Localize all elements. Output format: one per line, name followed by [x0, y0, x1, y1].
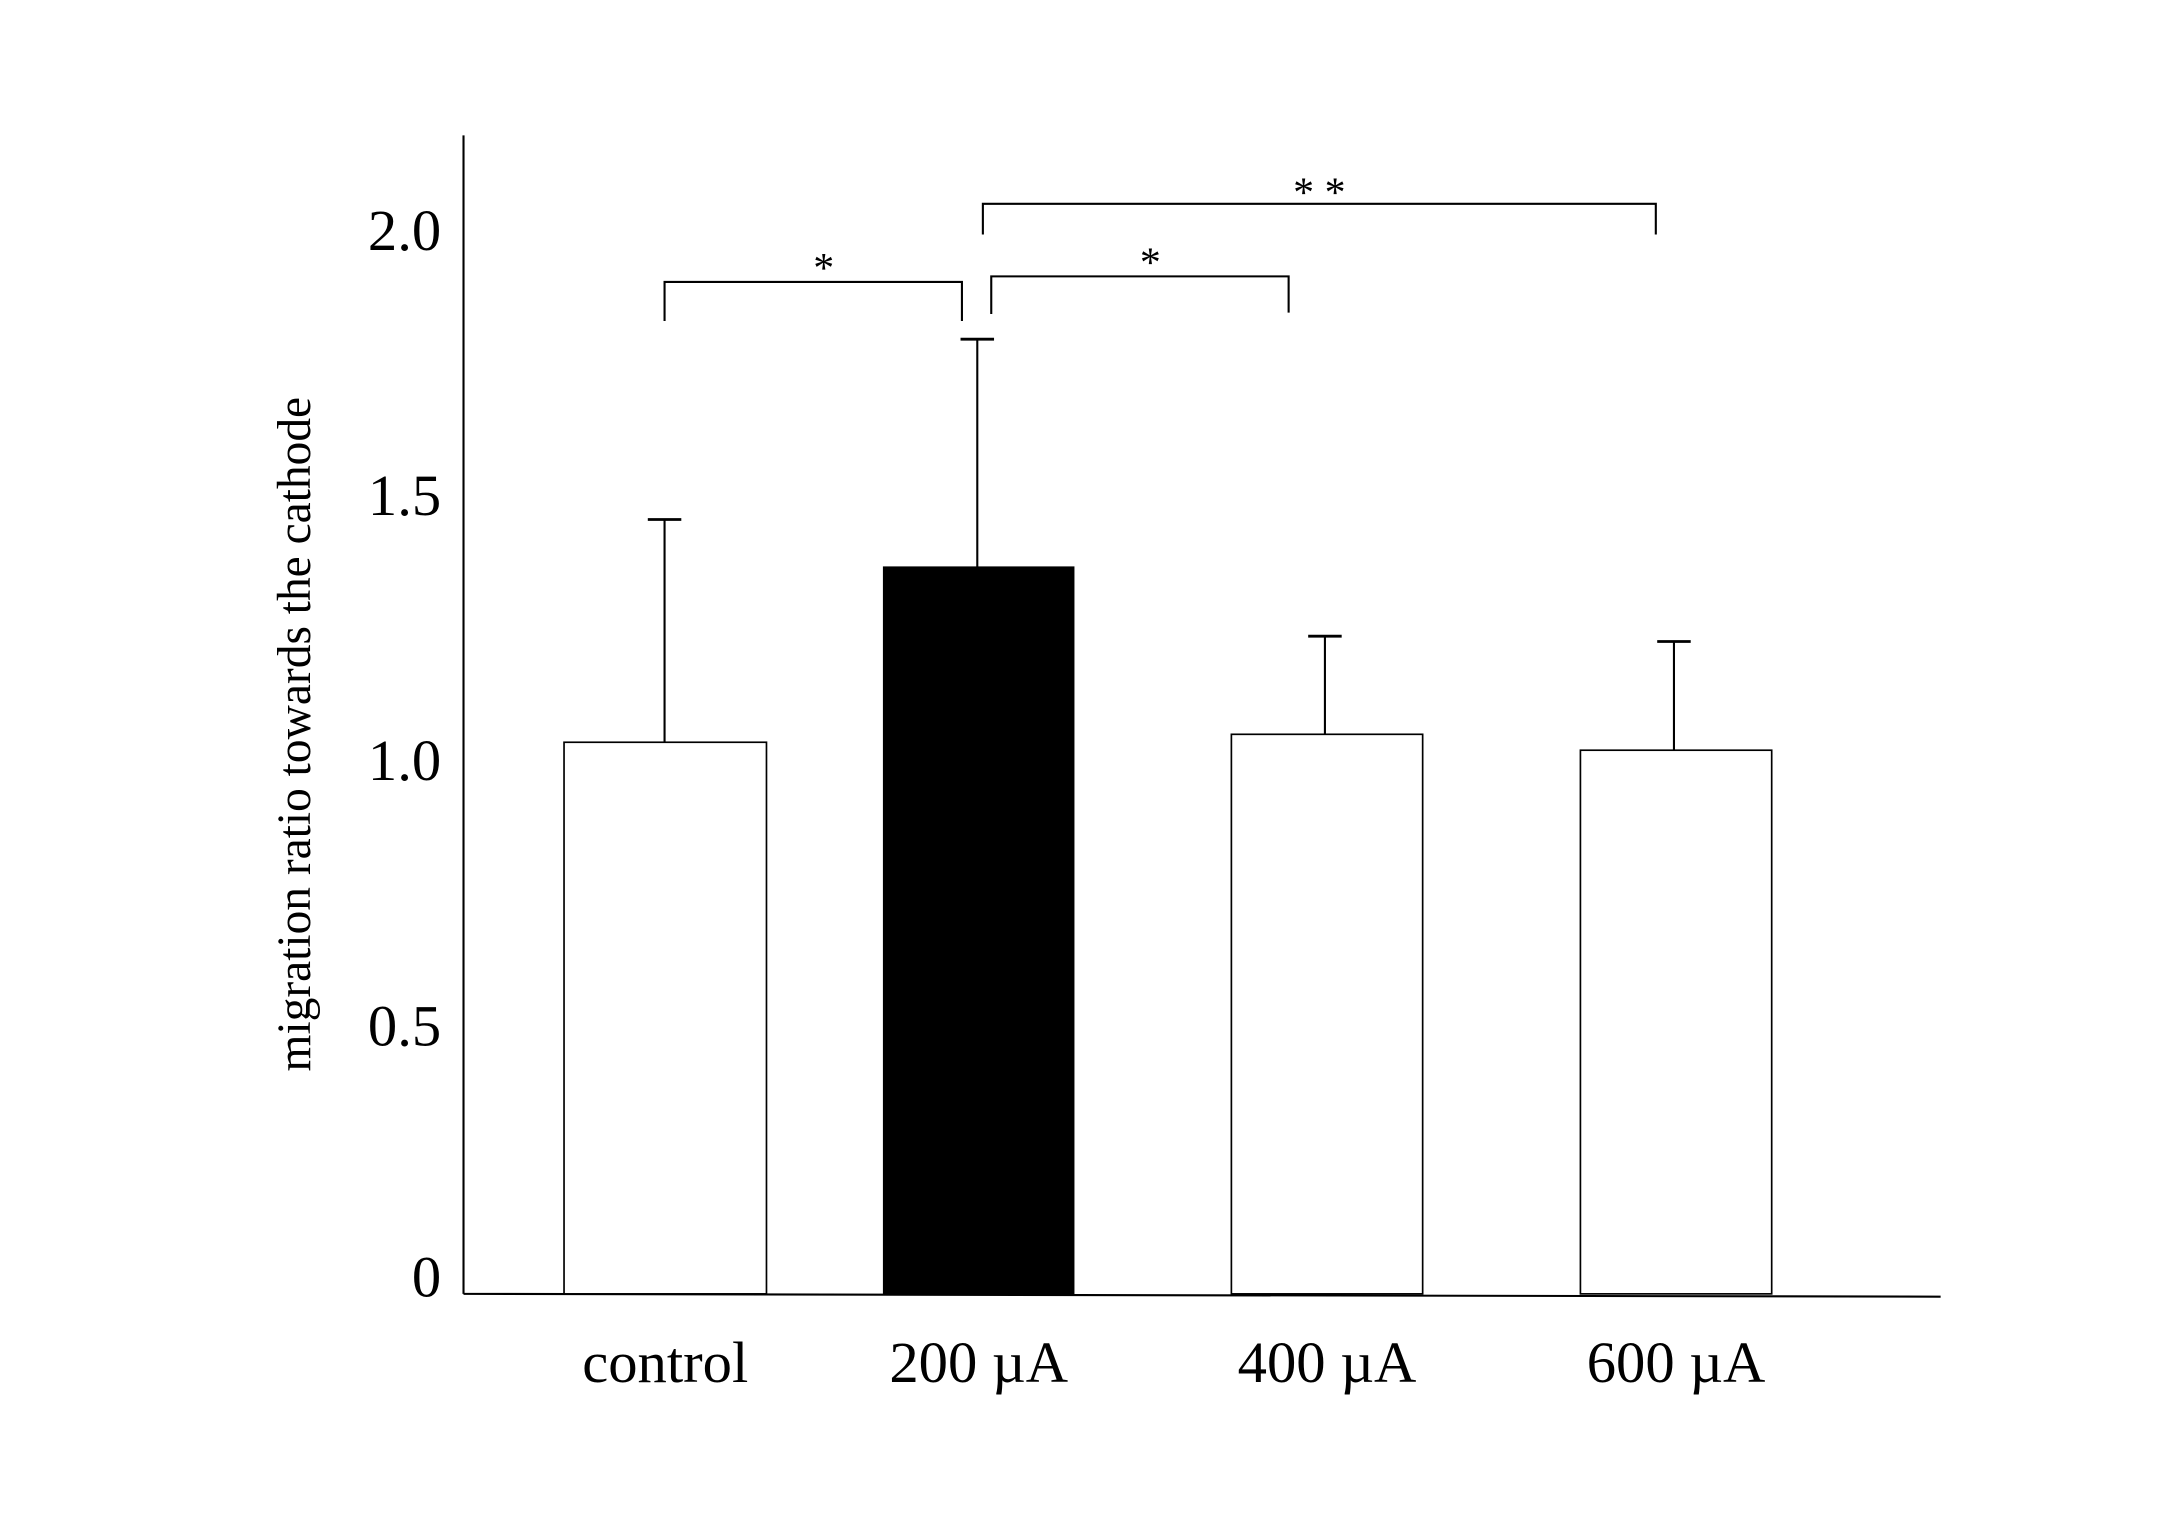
y-ticks: 0 0.5 1.0 1.5 2.0 [368, 198, 441, 1310]
significance-bracket [981, 202, 1657, 235]
y-tick-label: 1.5 [368, 463, 441, 528]
significance-bracket [663, 280, 963, 322]
bar-1 [882, 566, 1075, 1295]
significance-annotations: * * * * [663, 171, 1657, 322]
significance-label: * * [1293, 171, 1345, 217]
y-tick-label: 0 [412, 1245, 441, 1310]
y-tick-label: 2.0 [368, 198, 441, 263]
significance-label: * [1140, 240, 1161, 286]
bar-0 [563, 741, 768, 1295]
bars [563, 337, 1773, 1295]
y-axis-label: migration ratio towards the cathode [269, 397, 321, 1072]
x-tick-label: control [582, 1330, 748, 1395]
y-tick-label: 1.0 [368, 728, 441, 793]
significance-bracket [990, 275, 1290, 315]
x-tick-label: 400 µA [1238, 1330, 1417, 1395]
x-tick-label: 200 µA [889, 1330, 1068, 1395]
bar-3 [1579, 749, 1773, 1295]
x-ticks: control 200 µA 400 µA 600 µA [582, 1330, 1765, 1395]
bar-2 [1230, 733, 1424, 1295]
y-tick-label: 0.5 [368, 993, 441, 1058]
x-tick-label: 600 µA [1587, 1330, 1766, 1395]
significance-label: * [813, 246, 834, 292]
